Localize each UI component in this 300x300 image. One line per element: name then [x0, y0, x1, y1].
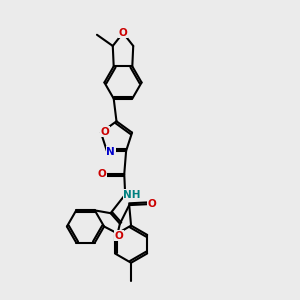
Text: O: O [115, 231, 124, 241]
Text: NH: NH [123, 190, 140, 200]
Text: O: O [147, 199, 156, 209]
Text: O: O [118, 28, 127, 38]
Text: O: O [100, 127, 109, 137]
Text: O: O [98, 169, 106, 179]
Text: N: N [106, 146, 115, 157]
